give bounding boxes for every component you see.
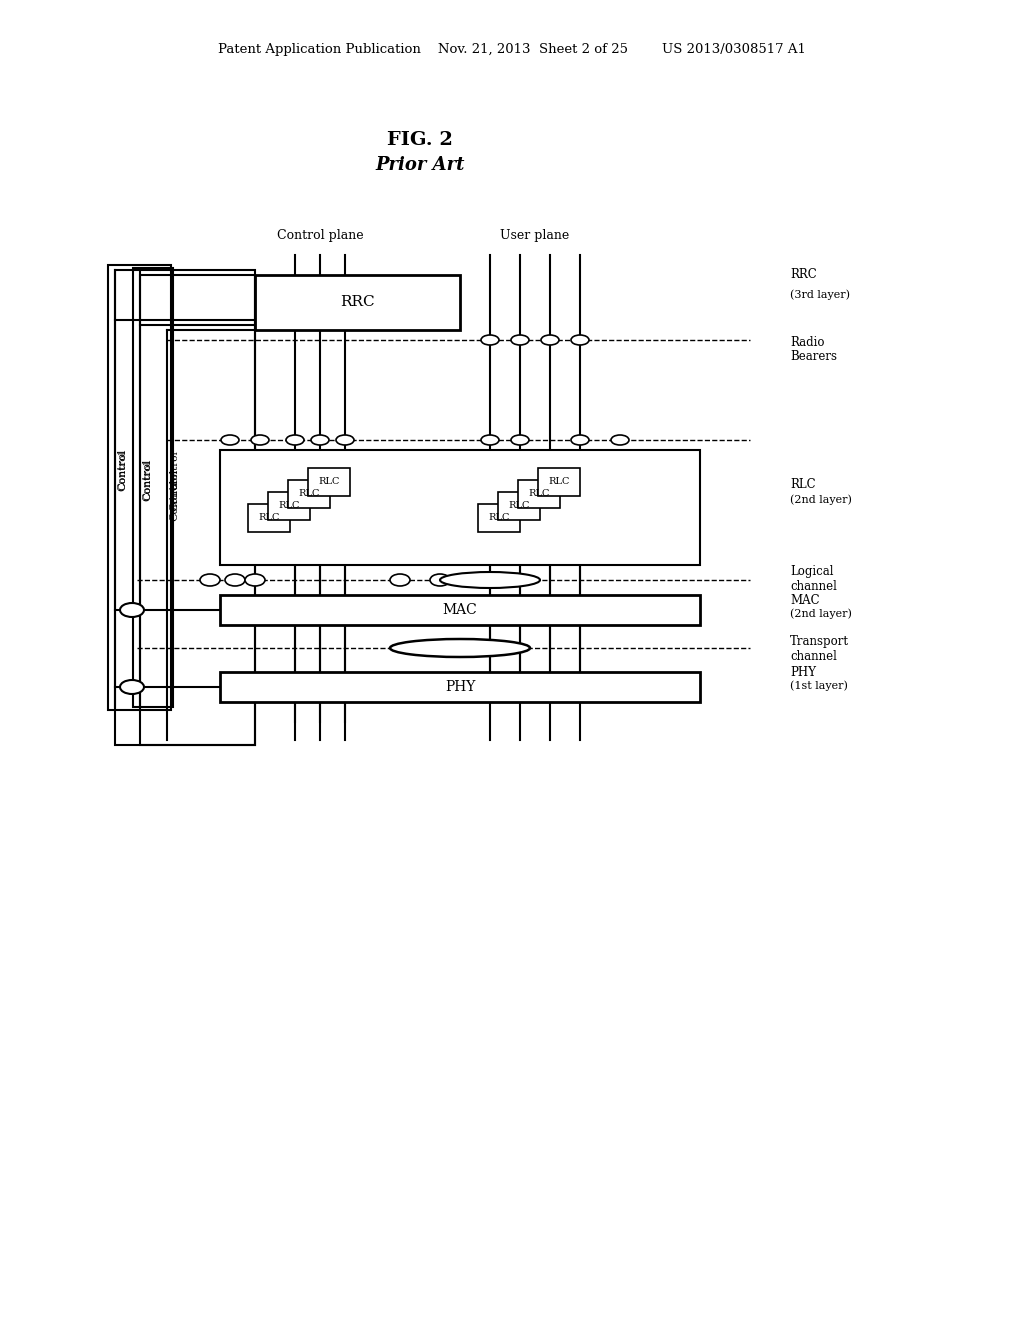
Ellipse shape (571, 436, 589, 445)
Text: (2nd layer): (2nd layer) (790, 495, 852, 506)
Ellipse shape (200, 574, 220, 586)
Ellipse shape (245, 574, 265, 586)
Ellipse shape (120, 603, 144, 616)
FancyBboxPatch shape (220, 672, 700, 702)
Text: Patent Application Publication    Nov. 21, 2013  Sheet 2 of 25        US 2013/03: Patent Application Publication Nov. 21, … (218, 44, 806, 57)
Ellipse shape (541, 335, 559, 345)
Ellipse shape (225, 574, 245, 586)
Text: User plane: User plane (501, 228, 569, 242)
Text: (1st layer): (1st layer) (790, 681, 848, 692)
Text: RLC: RLC (790, 479, 816, 491)
Text: Control: Control (117, 449, 127, 491)
Text: RLC: RLC (318, 478, 340, 487)
Ellipse shape (390, 574, 410, 586)
FancyBboxPatch shape (268, 492, 310, 520)
Text: RLC: RLC (298, 490, 319, 499)
FancyBboxPatch shape (288, 480, 330, 508)
FancyBboxPatch shape (478, 504, 520, 532)
Text: Bearers: Bearers (790, 351, 837, 363)
FancyBboxPatch shape (538, 469, 580, 496)
FancyBboxPatch shape (255, 275, 460, 330)
Text: channel: channel (790, 649, 837, 663)
Text: Logical: Logical (790, 565, 834, 578)
FancyBboxPatch shape (518, 480, 560, 508)
Ellipse shape (440, 572, 540, 587)
FancyBboxPatch shape (248, 504, 290, 532)
Text: RLC: RLC (279, 502, 300, 511)
Ellipse shape (481, 436, 499, 445)
Text: channel: channel (790, 579, 837, 593)
Text: Control: Control (142, 459, 152, 502)
Text: PHY: PHY (790, 665, 816, 678)
Text: Control: Control (143, 461, 153, 500)
Text: RRC: RRC (340, 296, 375, 309)
Text: (3rd layer): (3rd layer) (790, 289, 850, 300)
FancyBboxPatch shape (308, 469, 350, 496)
Text: Control: Control (169, 479, 179, 521)
Ellipse shape (611, 436, 629, 445)
Ellipse shape (481, 335, 499, 345)
Text: RRC: RRC (790, 268, 817, 281)
Text: RLC: RLC (528, 490, 550, 499)
FancyBboxPatch shape (220, 450, 700, 565)
Text: FIG. 2: FIG. 2 (387, 131, 453, 149)
Ellipse shape (120, 680, 144, 694)
Ellipse shape (511, 335, 529, 345)
Text: (2nd layer): (2nd layer) (790, 609, 852, 619)
Text: MAC: MAC (442, 603, 477, 616)
Text: Prior Art: Prior Art (375, 156, 465, 174)
Ellipse shape (251, 436, 269, 445)
Ellipse shape (286, 436, 304, 445)
Ellipse shape (571, 335, 589, 345)
Text: Radio: Radio (790, 335, 824, 348)
FancyBboxPatch shape (498, 492, 540, 520)
Text: Transport: Transport (790, 635, 849, 648)
Text: Control: Control (169, 469, 179, 511)
Text: MAC: MAC (790, 594, 819, 606)
Ellipse shape (336, 436, 354, 445)
Text: RLC: RLC (548, 478, 569, 487)
Text: RLC: RLC (508, 502, 529, 511)
FancyBboxPatch shape (220, 595, 700, 624)
Text: Control: Control (171, 450, 179, 490)
Ellipse shape (511, 436, 529, 445)
Text: Control: Control (119, 450, 128, 490)
Text: RLC: RLC (258, 513, 280, 523)
Text: PHY: PHY (444, 680, 475, 694)
Ellipse shape (430, 574, 450, 586)
Text: RLC: RLC (488, 513, 510, 523)
Text: Control plane: Control plane (276, 228, 364, 242)
Ellipse shape (221, 436, 239, 445)
Ellipse shape (311, 436, 329, 445)
Ellipse shape (390, 639, 530, 657)
